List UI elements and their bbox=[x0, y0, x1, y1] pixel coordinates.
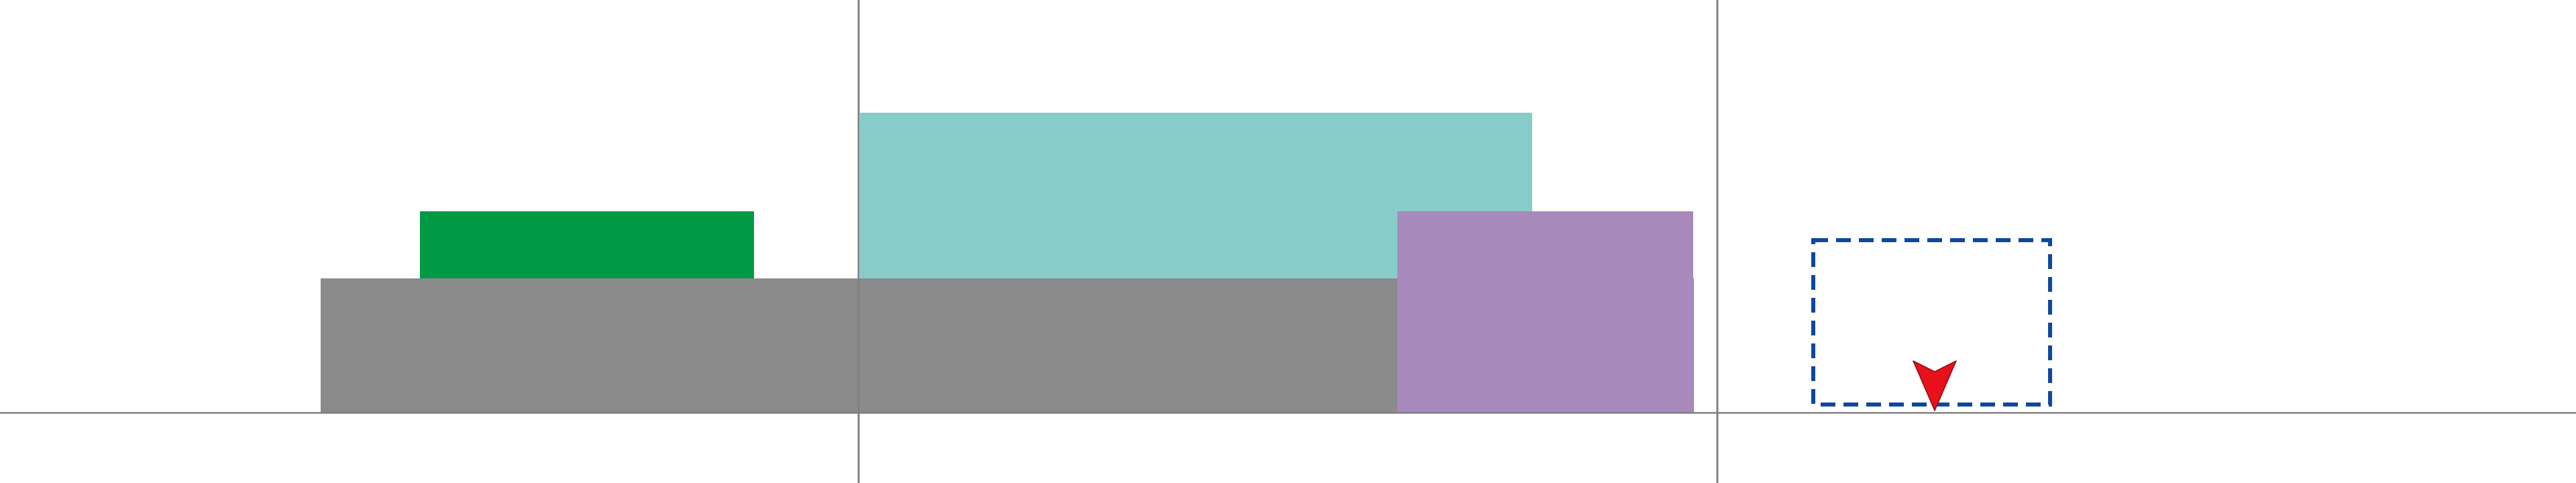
purple-block[interactable] bbox=[1397, 211, 1693, 413]
green-block[interactable] bbox=[420, 211, 754, 278]
